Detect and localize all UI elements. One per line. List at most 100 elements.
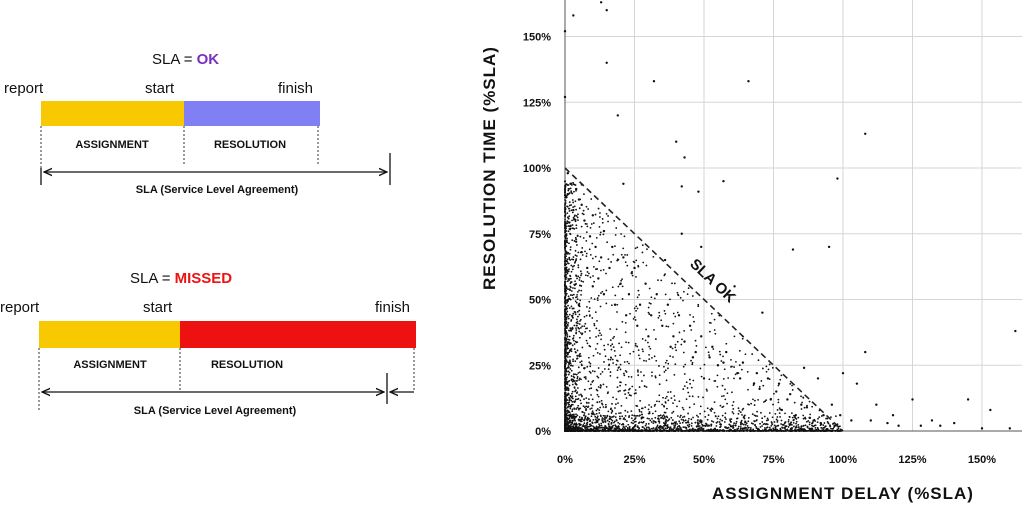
data-point	[765, 365, 768, 368]
data-point	[674, 363, 677, 366]
data-point	[574, 395, 577, 398]
data-point	[572, 293, 575, 296]
data-point	[795, 420, 798, 423]
data-point	[635, 305, 638, 308]
data-point	[580, 280, 583, 282]
data-point	[682, 388, 685, 390]
data-point	[566, 271, 569, 273]
data-point	[568, 225, 571, 228]
data-point	[725, 350, 728, 354]
data-point	[586, 342, 589, 345]
data-point	[676, 428, 679, 430]
data-point	[616, 430, 619, 432]
data-point	[766, 417, 769, 420]
data-point	[800, 403, 803, 406]
data-point	[570, 270, 573, 273]
data-point	[564, 332, 567, 335]
data-point	[592, 428, 595, 431]
data-point	[602, 414, 605, 417]
data-point	[614, 294, 617, 297]
data-point	[624, 414, 627, 417]
data-point	[567, 427, 570, 430]
data-point	[618, 412, 620, 414]
data-point	[797, 416, 800, 419]
data-point	[583, 419, 586, 422]
data-point	[568, 256, 571, 259]
data-point	[708, 356, 711, 359]
data-point	[619, 384, 621, 387]
data-point	[564, 427, 566, 429]
data-point	[726, 427, 729, 429]
data-point	[593, 298, 596, 300]
data-point	[579, 299, 582, 302]
data-point	[579, 427, 581, 429]
data-point	[793, 418, 795, 421]
data-point	[597, 207, 600, 210]
data-point	[763, 422, 766, 425]
data-point	[602, 293, 606, 296]
data-point	[577, 251, 580, 254]
data-point	[660, 429, 663, 432]
data-point	[662, 396, 664, 399]
data-point	[614, 424, 617, 427]
data-point	[646, 417, 649, 420]
data-point	[568, 288, 571, 291]
data-point	[633, 430, 636, 432]
data-point	[583, 193, 585, 196]
data-point	[628, 425, 631, 428]
data-point	[599, 233, 602, 236]
data-point	[587, 380, 590, 383]
data-point	[698, 420, 701, 423]
data-point	[685, 381, 688, 384]
data-point	[597, 395, 600, 398]
data-point	[777, 430, 780, 432]
data-point	[694, 350, 697, 354]
data-point	[588, 344, 591, 347]
data-point	[716, 417, 719, 420]
data-point	[596, 415, 599, 418]
data-point	[569, 233, 572, 236]
data-point	[597, 277, 600, 280]
data-point	[567, 338, 570, 341]
data-point	[568, 371, 571, 374]
data-point	[599, 373, 602, 375]
data-point	[599, 332, 601, 335]
data-point	[653, 355, 656, 358]
data-point	[567, 217, 570, 220]
data-point	[721, 414, 724, 417]
data-point	[564, 270, 567, 272]
data-point	[569, 248, 572, 251]
data-point	[580, 364, 583, 367]
data-point	[733, 366, 735, 368]
data-point	[740, 421, 743, 424]
data-point	[574, 280, 576, 283]
data-point	[667, 399, 670, 402]
data-point	[647, 422, 650, 425]
data-point	[624, 383, 627, 386]
data-point	[719, 353, 722, 356]
ok-start-label: start	[145, 80, 175, 97]
data-point	[644, 406, 647, 409]
data-point	[598, 226, 601, 228]
data-point	[716, 364, 720, 367]
data-point	[759, 422, 761, 425]
data-point	[567, 365, 570, 367]
data-point	[656, 425, 658, 428]
data-point	[644, 429, 647, 432]
data-point	[664, 397, 667, 400]
data-point	[598, 329, 601, 332]
data-point	[623, 427, 626, 430]
data-point	[600, 292, 602, 295]
data-point	[567, 295, 570, 298]
data-point	[576, 318, 578, 321]
data-point	[714, 415, 717, 418]
data-point	[672, 322, 675, 325]
data-point	[655, 359, 658, 362]
data-point	[732, 401, 735, 403]
data-point	[594, 213, 597, 216]
data-point	[588, 272, 590, 275]
data-point	[719, 418, 722, 421]
data-point	[651, 371, 653, 374]
data-point	[758, 430, 761, 432]
data-point	[580, 272, 583, 275]
